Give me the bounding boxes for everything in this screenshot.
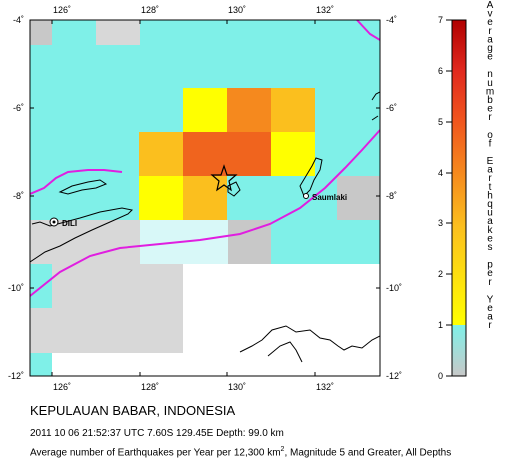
colorbar-title-letter: e xyxy=(487,268,493,279)
lon-label-bottom-126: 126˚ xyxy=(53,382,71,392)
lat-label-right-4: -4˚ xyxy=(386,15,397,25)
colorbar-title-letter: m xyxy=(486,86,494,97)
lat-label-left-6: -6˚ xyxy=(13,103,24,113)
colorbar-gradient xyxy=(451,19,467,377)
colorbar-title-letter: t xyxy=(489,182,492,193)
map-frame: DILI Saumlaki xyxy=(30,20,380,376)
lon-label-bottom-132: 132˚ xyxy=(316,382,334,392)
colorbar-title-letter: e xyxy=(487,104,493,115)
colorbar-tick-7: 7 xyxy=(438,15,443,25)
colorbar-title-letter: r xyxy=(488,173,492,184)
plate-boundaries xyxy=(30,20,380,297)
caption-desc-suffix: , Magnitude 5 and Greater, All Depths xyxy=(284,447,452,459)
colorbar-title-letter: b xyxy=(487,95,493,106)
colorbar-title-letter: r xyxy=(488,277,492,288)
city-marker-dili xyxy=(49,217,59,227)
lat-label-right-10: -10˚ xyxy=(386,283,402,293)
lon-label-top-126: 126˚ xyxy=(53,5,71,15)
colorbar-title-letter: k xyxy=(488,225,494,236)
colorbar-title-letter: a xyxy=(487,34,493,45)
city-marker-saumlaki xyxy=(303,193,309,199)
colorbar-title-letter: e xyxy=(487,233,493,244)
lat-label-right-12: -12˚ xyxy=(386,371,402,381)
lat-label-right-8: -8˚ xyxy=(386,191,397,201)
colorbar-title-letter: v xyxy=(488,9,493,20)
colorbar-title-letter: h xyxy=(487,190,493,201)
colorbar-title-letter: p xyxy=(487,260,493,271)
colorbar-title-letter: f xyxy=(489,138,492,149)
colorbar-title-letter: a xyxy=(487,216,493,227)
colorbar-title-letter: r xyxy=(488,320,492,331)
colorbar-title-letter: s xyxy=(488,242,493,253)
colorbar-tick-6: 6 xyxy=(438,66,443,76)
lat-label-right-6: -6˚ xyxy=(386,103,397,113)
epicenter-star-icon xyxy=(210,164,238,192)
lon-label-bottom-130: 130˚ xyxy=(228,382,246,392)
lon-label-top-128: 128˚ xyxy=(141,5,159,15)
colorbar-title-letter: e xyxy=(487,303,493,314)
city-label-dili: DILI xyxy=(62,219,77,228)
colorbar-tick-3: 3 xyxy=(438,218,443,228)
colorbar-title-letter: q xyxy=(487,199,493,210)
colorbar-tick-4: 4 xyxy=(438,168,443,178)
lat-label-left-4: -4˚ xyxy=(13,15,24,25)
colorbar-tick-1: 1 xyxy=(438,320,443,330)
caption-desc-prefix: Average number of Earthquakes per Year p… xyxy=(30,447,281,459)
caption-desc-sup: 2 xyxy=(280,446,285,453)
lon-label-top-130: 130˚ xyxy=(228,5,246,15)
colorbar-title-letter: e xyxy=(487,17,493,28)
lon-label-top-132: 132˚ xyxy=(316,5,334,15)
lat-label-left-8: -8˚ xyxy=(13,191,24,201)
colorbar-title-letter: n xyxy=(487,69,493,80)
colorbar-title-letter: u xyxy=(487,78,493,89)
colorbar-title-letter: a xyxy=(487,165,493,176)
colorbar-title-letter: e xyxy=(487,52,493,63)
city-label-saumlaki: Saumlaki xyxy=(312,193,347,202)
caption-description: Average number of Earthquakes per Year p… xyxy=(30,446,451,458)
colorbar-title-letter: Y xyxy=(487,294,494,305)
colorbar-tick-2: 2 xyxy=(438,269,443,279)
caption-title: KEPULAUAN BABAR, INDONESIA xyxy=(30,403,236,418)
colorbar-title-letter: r xyxy=(488,26,492,37)
colorbar-title-letter: E xyxy=(487,156,494,167)
colorbar-title-letter: u xyxy=(487,208,493,219)
caption-event: 2011 10 06 21:52:37 UTC 7.60S 129.45E De… xyxy=(30,428,284,439)
lon-label-bottom-128: 128˚ xyxy=(141,382,159,392)
heatmap-cells xyxy=(30,20,380,376)
lat-label-left-12: -12˚ xyxy=(8,371,24,381)
map-ticks xyxy=(30,20,380,376)
colorbar-title-letter: A xyxy=(487,0,494,11)
colorbar-title-letter: o xyxy=(487,130,493,141)
colorbar-title-letter: g xyxy=(487,43,493,54)
colorbar-tick-0: 0 xyxy=(438,371,443,381)
colorbar-title-letter: a xyxy=(487,312,493,323)
colorbar-tick-5: 5 xyxy=(438,117,443,127)
lat-label-left-10: -10˚ xyxy=(8,283,24,293)
colorbar-title-letter: r xyxy=(488,112,492,123)
map-border xyxy=(29,19,381,377)
